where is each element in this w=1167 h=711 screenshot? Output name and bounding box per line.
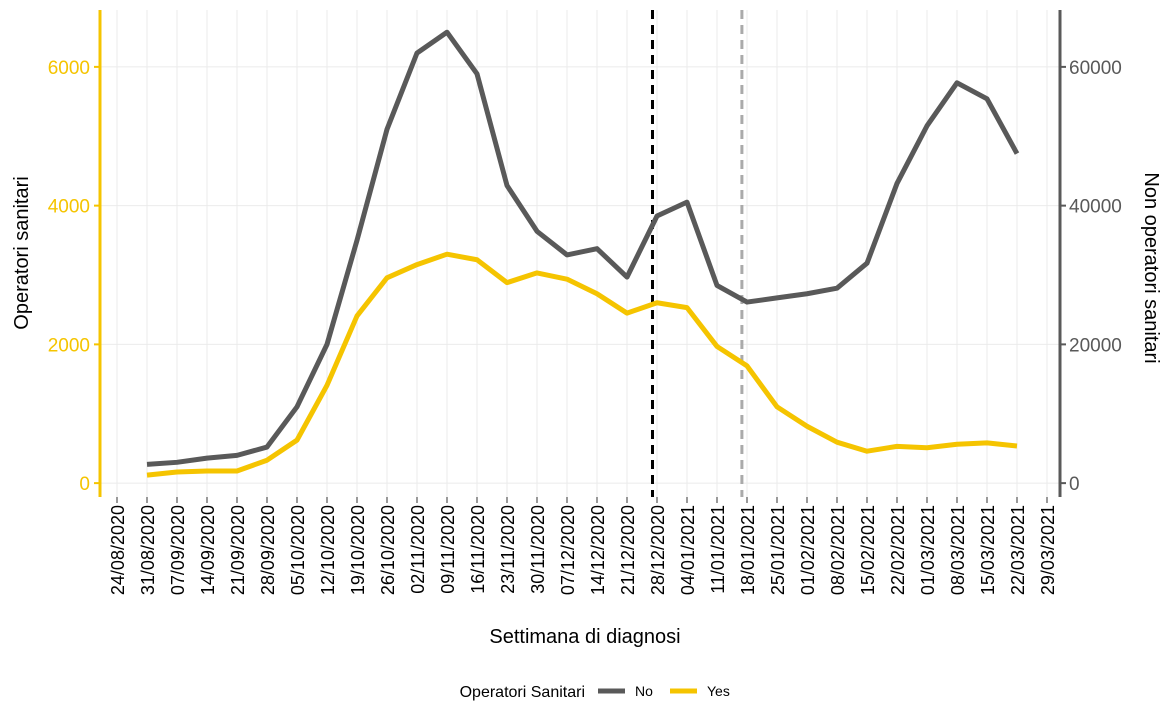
- y-tick-label: 2000: [48, 335, 90, 356]
- x-tick-label: 22/02/2021: [888, 505, 908, 595]
- series-line: [146, 251, 1018, 478]
- y2-tick-label: 40000: [1069, 197, 1122, 218]
- y-tick-label: 4000: [48, 197, 90, 218]
- x-tick-label: 28/12/2020: [648, 505, 668, 595]
- y2-tick-label: 0: [1069, 474, 1080, 495]
- x-tick-label: 24/08/2020: [108, 505, 128, 595]
- legend-label: Yes: [707, 683, 730, 699]
- x-tick-label: 14/12/2020: [588, 505, 608, 595]
- x-tick-label: 01/02/2021: [798, 505, 818, 595]
- x-tick-label: 28/09/2020: [258, 505, 278, 595]
- y-tick-label: 0: [79, 474, 90, 495]
- x-tick-label: 21/09/2020: [228, 505, 248, 595]
- x-tick-label: 11/01/2021: [708, 505, 728, 594]
- x-tick-label: 05/10/2020: [288, 505, 308, 595]
- x-tick-label: 16/11/2020: [468, 505, 488, 594]
- legend-title: Operatori Sanitari: [460, 684, 585, 701]
- x-tick-label: 25/01/2021: [768, 505, 788, 595]
- x-tick-label: 31/08/2020: [138, 505, 158, 595]
- x-tick-label: 02/11/2020: [408, 505, 428, 594]
- x-tick-label: 23/11/2020: [498, 505, 518, 594]
- x-tick-label: 14/09/2020: [198, 505, 218, 595]
- x-tick-label: 19/10/2020: [348, 505, 368, 595]
- x-tick-label: 04/01/2021: [678, 505, 698, 595]
- y-tick-label: 6000: [48, 58, 90, 79]
- series-line: [146, 29, 1020, 467]
- x-tick-label: 08/03/2021: [948, 505, 968, 595]
- y-axis-title: Operatori sanitari: [11, 176, 33, 329]
- x-tick-label: 12/10/2020: [318, 505, 338, 595]
- x-tick-label: 01/03/2021: [918, 505, 938, 595]
- x-tick-label: 15/03/2021: [978, 505, 998, 595]
- x-tick-label: 07/09/2020: [168, 505, 188, 595]
- x-tick-label: 29/03/2021: [1038, 505, 1058, 595]
- x-tick-label: 09/11/2020: [438, 505, 458, 594]
- x-tick-label: 15/02/2021: [858, 505, 878, 595]
- y2-tick-label: 20000: [1069, 335, 1122, 356]
- x-tick-label: 30/11/2020: [528, 505, 548, 594]
- x-tick-label: 22/03/2021: [1008, 505, 1028, 595]
- x-tick-label: 21/12/2020: [618, 505, 638, 595]
- x-tick-label: 18/01/2021: [738, 505, 758, 595]
- x-tick-label: 07/12/2020: [558, 505, 578, 595]
- x-tick-label: 26/10/2020: [378, 505, 398, 595]
- x-axis-title: Settimana di diagnosi: [489, 626, 680, 648]
- y2-axis-title: Non operatori sanitari: [1140, 172, 1162, 363]
- legend-label: No: [635, 683, 653, 699]
- x-tick-label: 08/02/2021: [828, 505, 848, 595]
- y2-tick-label: 60000: [1069, 58, 1122, 79]
